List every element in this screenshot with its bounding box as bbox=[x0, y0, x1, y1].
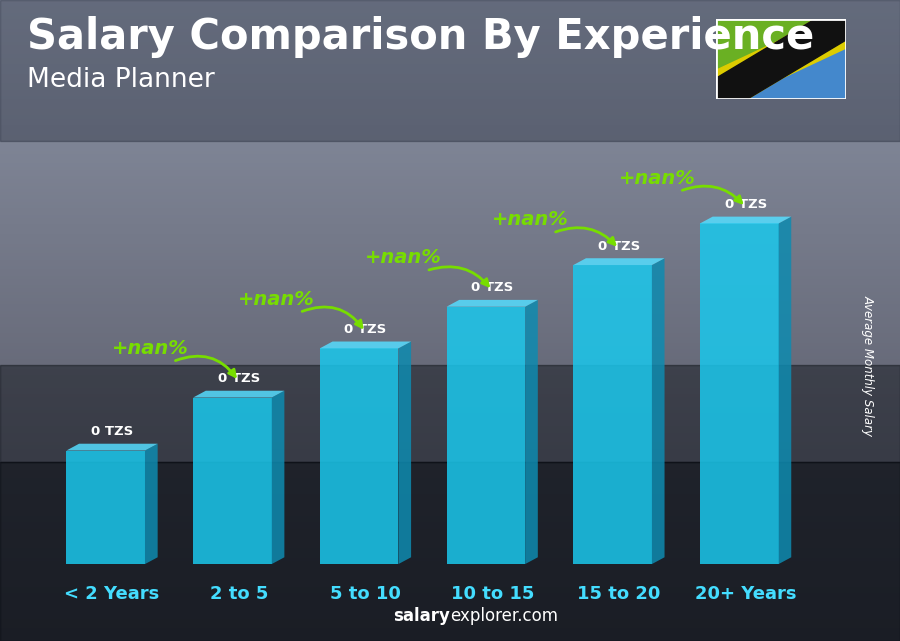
Polygon shape bbox=[716, 19, 777, 75]
Polygon shape bbox=[716, 19, 846, 99]
Text: < 2 Years: < 2 Years bbox=[65, 585, 159, 603]
Text: 0 TZS: 0 TZS bbox=[218, 372, 260, 385]
Bar bbox=[0, 365, 900, 462]
Text: Media Planner: Media Planner bbox=[27, 67, 215, 94]
Text: Average Monthly Salary: Average Monthly Salary bbox=[862, 295, 875, 436]
Polygon shape bbox=[716, 19, 846, 99]
Polygon shape bbox=[67, 451, 145, 564]
Polygon shape bbox=[716, 19, 825, 79]
Polygon shape bbox=[525, 300, 538, 564]
Text: +nan%: +nan% bbox=[491, 210, 569, 229]
Polygon shape bbox=[194, 391, 284, 397]
Text: +nan%: +nan% bbox=[618, 169, 696, 188]
Text: salary: salary bbox=[393, 607, 450, 625]
Text: explorer.com: explorer.com bbox=[450, 607, 558, 625]
Polygon shape bbox=[700, 217, 791, 224]
Text: +nan%: +nan% bbox=[238, 290, 315, 308]
Polygon shape bbox=[145, 444, 158, 564]
Polygon shape bbox=[320, 348, 399, 564]
Text: 0 TZS: 0 TZS bbox=[91, 425, 133, 438]
Text: 2 to 5: 2 to 5 bbox=[210, 585, 268, 603]
Text: 5 to 10: 5 to 10 bbox=[330, 585, 400, 603]
Polygon shape bbox=[573, 258, 664, 265]
Polygon shape bbox=[194, 397, 272, 564]
Polygon shape bbox=[446, 300, 538, 306]
Polygon shape bbox=[320, 342, 411, 348]
Polygon shape bbox=[399, 342, 411, 564]
Bar bbox=[0, 0, 900, 141]
Polygon shape bbox=[716, 19, 846, 99]
Polygon shape bbox=[716, 19, 846, 99]
Polygon shape bbox=[573, 265, 652, 564]
Polygon shape bbox=[716, 40, 846, 99]
Polygon shape bbox=[778, 217, 791, 564]
Text: 0 TZS: 0 TZS bbox=[724, 198, 767, 211]
Text: 0 TZS: 0 TZS bbox=[471, 281, 513, 294]
Text: Salary Comparison By Experience: Salary Comparison By Experience bbox=[27, 16, 814, 58]
Text: +nan%: +nan% bbox=[112, 339, 188, 358]
Polygon shape bbox=[67, 444, 158, 451]
Text: 0 TZS: 0 TZS bbox=[598, 240, 640, 253]
Text: 15 to 20: 15 to 20 bbox=[577, 585, 661, 603]
Text: 20+ Years: 20+ Years bbox=[695, 585, 796, 603]
Polygon shape bbox=[446, 306, 525, 564]
Text: +nan%: +nan% bbox=[365, 248, 442, 267]
Polygon shape bbox=[700, 224, 778, 564]
Bar bbox=[0, 462, 900, 641]
Text: 10 to 15: 10 to 15 bbox=[451, 585, 534, 603]
Polygon shape bbox=[272, 391, 284, 564]
Text: 0 TZS: 0 TZS bbox=[345, 323, 387, 336]
Polygon shape bbox=[652, 258, 664, 564]
